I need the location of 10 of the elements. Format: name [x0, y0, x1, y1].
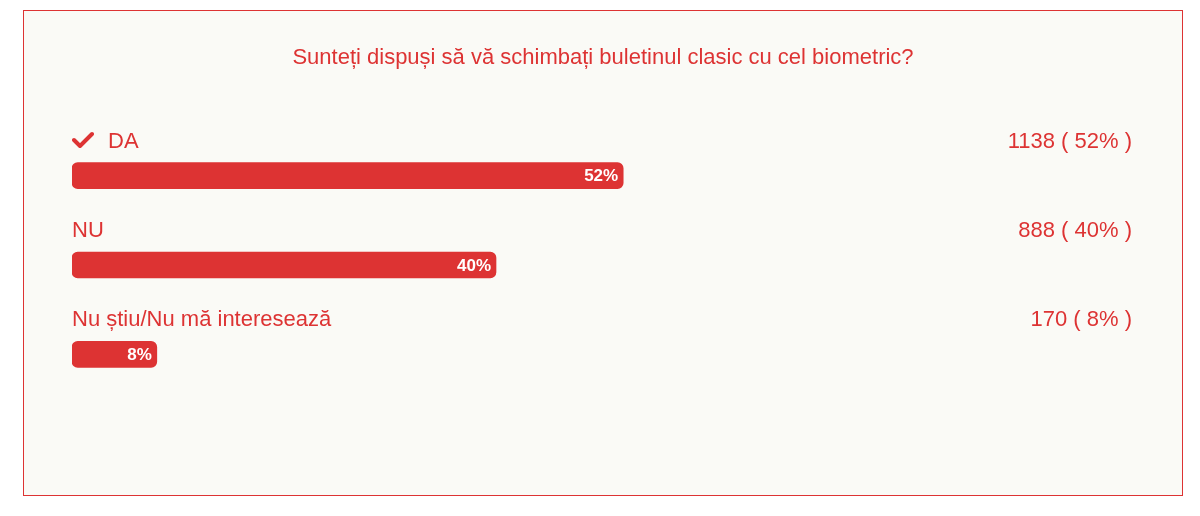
y-tick-label: DA [108, 127, 139, 153]
y-tick-label: NU [72, 217, 104, 242]
data-label: 40% [456, 255, 491, 275]
text: 1138 ( 52% ) [1007, 127, 1132, 153]
data-label: 52% [584, 166, 619, 186]
text: 888 ( 40% ) [1018, 217, 1132, 242]
data-label: 8% [127, 345, 152, 365]
chart-title: Sunteți dispuși să vă schimbați buletinul clasic cu cel biometric? [292, 44, 914, 70]
y-tick-label: Nu știu/Nu mă interesează [72, 306, 332, 332]
text: 170 ( 8% ) [1030, 306, 1132, 332]
